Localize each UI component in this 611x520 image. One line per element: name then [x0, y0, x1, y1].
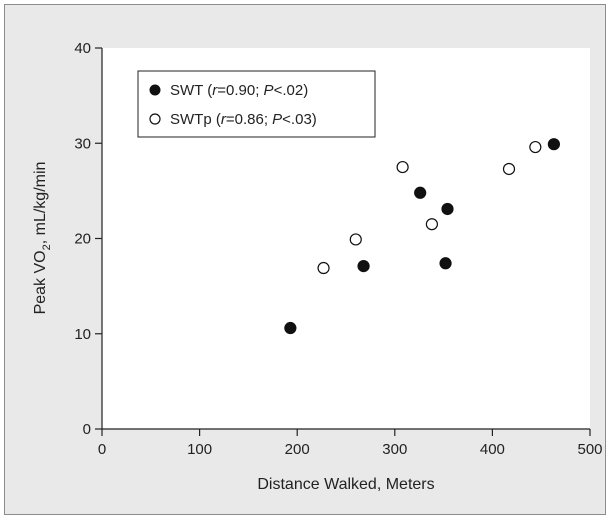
x-tick-label: 100 — [187, 441, 212, 458]
data-point-swt — [284, 321, 297, 335]
legend-marker-swtp — [149, 113, 161, 125]
data-point-swt — [414, 186, 427, 199]
legend: SWT (r=0.90; P<.02) SWTp (r=0.86; P<.03) — [137, 70, 376, 138]
axis-ticks: 0 100 200 300 400 500 0 10 20 30 40 — [74, 40, 602, 458]
x-tick-label: 500 — [577, 441, 602, 458]
data-point-swtp — [425, 218, 438, 231]
data-point-swt — [357, 260, 370, 273]
x-axis-title: Distance Walked, Meters — [257, 476, 434, 493]
legend-marker-swt — [149, 84, 161, 96]
data-point-swtp — [349, 233, 362, 246]
y-tick-label: 40 — [74, 40, 91, 57]
legend-box — [137, 70, 376, 138]
data-point-swtp — [529, 140, 542, 154]
legend-label-swt: SWT (r=0.90; P<.02) — [170, 82, 308, 99]
data-point-swt — [441, 202, 454, 216]
data-point-swt — [547, 138, 560, 151]
y-tick-label: 30 — [74, 135, 91, 152]
data-point-swt — [439, 257, 452, 270]
scatter-chart: 0 100 200 300 400 500 0 10 20 30 40 Distance Walke… — [32, 40, 603, 493]
data-point-swtp — [317, 261, 330, 275]
y-tick-label: 20 — [74, 231, 91, 248]
figure-panel: 0 100 200 300 400 500 0 10 20 30 40 Distance Walke… — [4, 4, 606, 515]
x-tick-label: 200 — [285, 441, 310, 458]
x-tick-label: 300 — [382, 441, 407, 458]
y-tick-label: 0 — [83, 421, 91, 438]
y-tick-label: 10 — [74, 326, 91, 343]
data-point-swtp — [396, 160, 409, 174]
data-points — [284, 138, 560, 335]
y-axis-title: Peak VO2, mL/kg/min — [32, 162, 53, 315]
data-point-swtp — [502, 162, 516, 176]
x-tick-label: 0 — [98, 441, 106, 458]
legend-label-swtp: SWTp (r=0.86; P<.03) — [170, 111, 317, 128]
x-tick-label: 400 — [480, 441, 505, 458]
